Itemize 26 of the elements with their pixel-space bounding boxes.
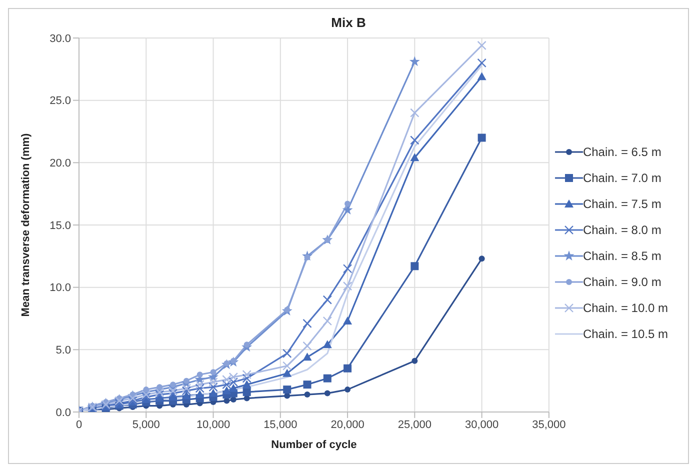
legend-label: Chain. = 6.5 m [582,145,662,159]
x-tick-label: 15,000 [264,418,298,431]
x-tick-label: 0 [76,418,82,431]
y-tick-label: 25.0 [50,95,71,108]
y-tick-label: 20.0 [50,158,71,170]
legend-label: Chain. = 10.5 m [582,327,668,341]
legend-label: Chain. = 10.0 m [582,301,668,315]
legend-label: Chain. = 8.5 m [582,249,662,263]
y-tick-label: 15.0 [50,220,71,232]
x-tick-label: 5,000 [132,418,160,431]
y-tick-label: 5.0 [56,344,71,357]
chart-title: Mix B [330,15,367,30]
x-tick-label: 25,000 [398,418,432,431]
y-tick-label: 0.0 [56,406,71,419]
x-axis-title: Number of cycle [271,439,357,451]
legend-label: Chain. = 7.0 m [582,171,662,185]
y-axis-title: Mean transverse deformation (mm) [20,132,32,317]
y-tick-label: 30.0 [50,32,71,45]
y-tick-label: 10.0 [50,282,71,294]
legend-label: Chain. = 7.5 m [582,197,662,211]
x-tick-label: 35,000 [532,418,566,431]
legend-label: Chain. = 9.0 m [582,275,662,289]
x-tick-label: 30,000 [464,418,499,431]
legend-label: Chain. = 8.0 m [582,223,662,237]
x-tick-label: 10,000 [196,418,230,431]
x-tick-label: 20,000 [330,418,364,431]
